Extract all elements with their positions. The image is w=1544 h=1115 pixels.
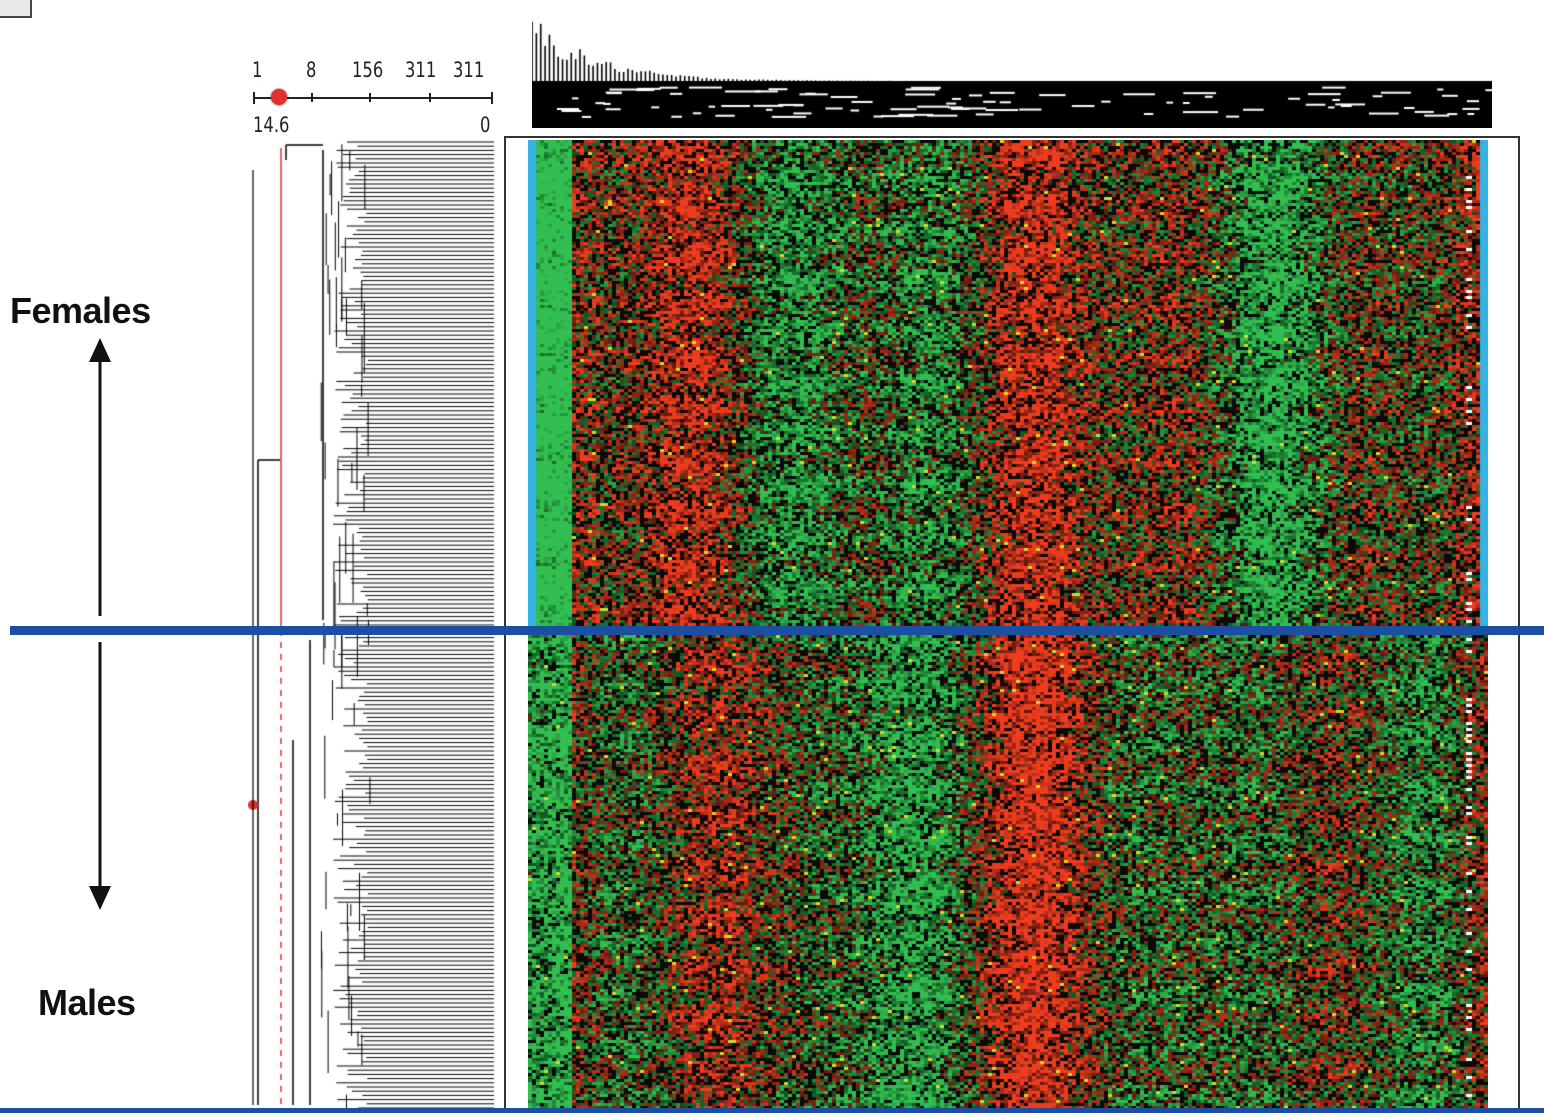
scale-tick-label: 1 — [252, 58, 263, 82]
heatmap — [528, 140, 1488, 1110]
group-label-females: Females — [10, 290, 151, 331]
scale-bar: 1 8 156 311 311 14.6 0 — [250, 55, 500, 140]
arrow-up-icon — [89, 338, 111, 616]
scale-max-label: 0 — [480, 113, 491, 137]
group-divider — [10, 626, 1544, 635]
column-dendrogram — [532, 6, 1492, 128]
arrow-down-icon — [89, 642, 111, 910]
group-label-males: Males — [38, 982, 136, 1023]
scale-marker[interactable] — [271, 89, 287, 105]
scale-tick-label: 8 — [306, 58, 317, 82]
scale-tick-label: 311 — [405, 58, 437, 82]
row-dendrogram — [248, 140, 498, 1110]
bottom-divider — [0, 1108, 1544, 1113]
scale-tick-label: 156 — [352, 58, 384, 82]
scale-tick-label: 311 — [453, 58, 485, 82]
corner-box — [0, 0, 32, 18]
scale-axis — [253, 92, 493, 104]
scale-min-label: 14.6 — [253, 113, 290, 137]
